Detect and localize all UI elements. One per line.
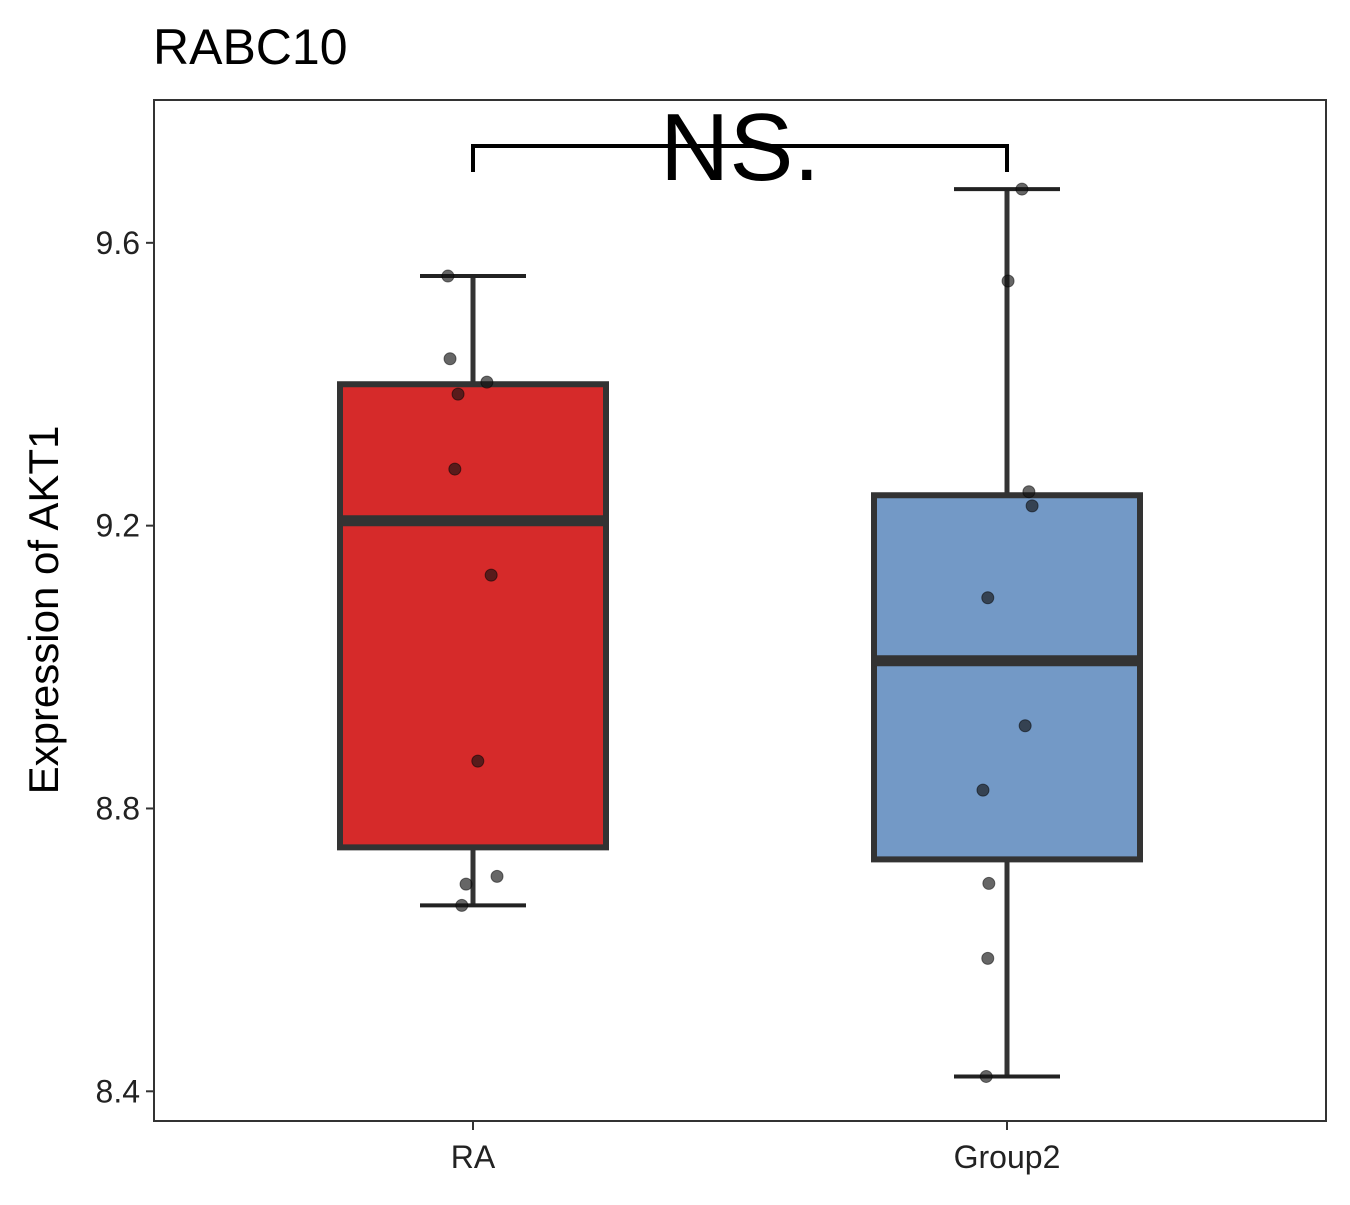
data-point	[982, 876, 996, 890]
data-point	[484, 568, 498, 582]
x-tick-label: RA	[451, 1139, 496, 1175]
data-point	[471, 754, 485, 768]
data-point	[1015, 182, 1029, 196]
y-tick-label: 8.4	[96, 1073, 140, 1109]
data-point	[1001, 274, 1015, 288]
y-tick-label: 8.8	[96, 790, 140, 826]
box-ra	[337, 381, 609, 851]
plot-panel	[153, 99, 1327, 1122]
data-point	[1022, 485, 1036, 499]
chart-title: RABC10	[153, 19, 348, 75]
data-point	[981, 591, 995, 605]
box-group2	[871, 492, 1143, 863]
x-tick-label: Group2	[954, 1139, 1061, 1175]
data-point	[979, 1069, 993, 1083]
data-point	[448, 462, 462, 476]
data-point	[1018, 719, 1032, 733]
y-axis-label: Expression of AKT1	[20, 426, 67, 795]
data-point	[451, 387, 465, 401]
data-point	[441, 269, 455, 283]
data-point	[480, 375, 494, 389]
y-tick-label: 9.2	[96, 508, 140, 544]
data-point	[490, 869, 504, 883]
significance-bracket	[471, 144, 1009, 172]
data-point	[1025, 499, 1039, 513]
data-point	[976, 783, 990, 797]
data-point	[981, 951, 995, 965]
data-point	[459, 877, 473, 891]
significance-label: NS.	[660, 94, 820, 201]
y-tick-label: 9.6	[96, 225, 140, 261]
data-point	[443, 352, 457, 366]
data-point	[455, 898, 469, 912]
